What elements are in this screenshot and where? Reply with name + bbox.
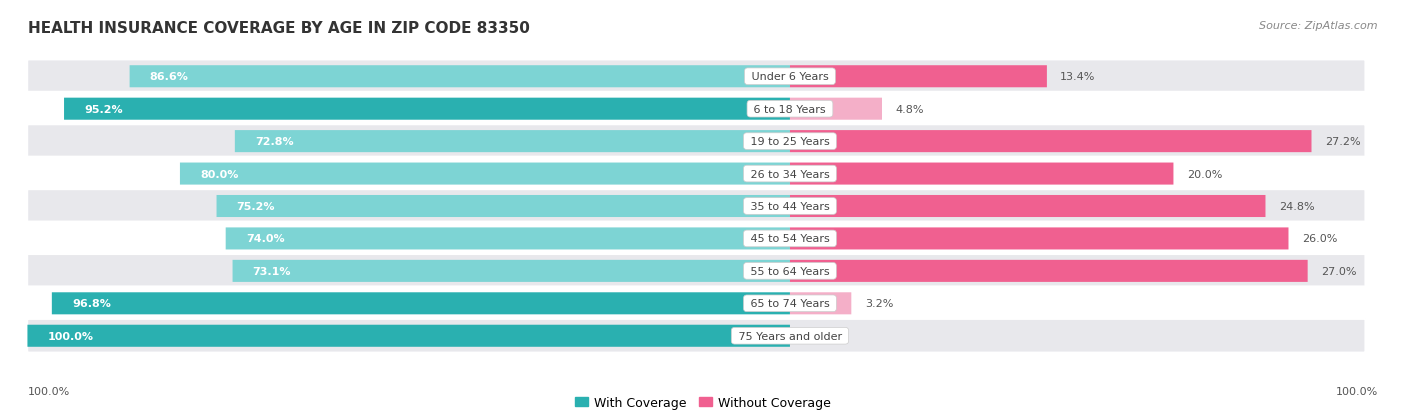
Text: Source: ZipAtlas.com: Source: ZipAtlas.com (1260, 21, 1378, 31)
Text: 96.8%: 96.8% (72, 299, 111, 309)
Text: 6 to 18 Years: 6 to 18 Years (751, 104, 830, 114)
Text: 26 to 34 Years: 26 to 34 Years (747, 169, 834, 179)
Text: 86.6%: 86.6% (149, 72, 188, 82)
Text: 24.8%: 24.8% (1279, 202, 1315, 211)
Legend: With Coverage, Without Coverage: With Coverage, Without Coverage (571, 391, 835, 413)
Text: 45 to 54 Years: 45 to 54 Years (747, 234, 834, 244)
FancyBboxPatch shape (27, 222, 1365, 256)
Text: 26.0%: 26.0% (1302, 234, 1337, 244)
Text: 0.0%: 0.0% (803, 331, 831, 341)
Text: 80.0%: 80.0% (200, 169, 239, 179)
FancyBboxPatch shape (27, 125, 1365, 159)
Text: HEALTH INSURANCE COVERAGE BY AGE IN ZIP CODE 83350: HEALTH INSURANCE COVERAGE BY AGE IN ZIP … (28, 21, 530, 36)
Text: 4.8%: 4.8% (896, 104, 924, 114)
FancyBboxPatch shape (790, 195, 1265, 218)
FancyBboxPatch shape (232, 260, 790, 282)
FancyBboxPatch shape (235, 131, 790, 153)
FancyBboxPatch shape (790, 292, 851, 315)
Text: 95.2%: 95.2% (84, 104, 122, 114)
Text: 27.0%: 27.0% (1322, 266, 1357, 276)
Text: 35 to 44 Years: 35 to 44 Years (747, 202, 834, 211)
Text: 65 to 74 Years: 65 to 74 Years (747, 299, 834, 309)
FancyBboxPatch shape (27, 319, 1365, 353)
FancyBboxPatch shape (226, 228, 790, 250)
FancyBboxPatch shape (27, 93, 1365, 126)
FancyBboxPatch shape (27, 60, 1365, 94)
Text: 19 to 25 Years: 19 to 25 Years (747, 137, 834, 147)
FancyBboxPatch shape (790, 228, 1288, 250)
FancyBboxPatch shape (52, 292, 790, 315)
FancyBboxPatch shape (27, 287, 1365, 320)
FancyBboxPatch shape (27, 190, 1365, 223)
Text: 27.2%: 27.2% (1324, 137, 1361, 147)
Text: 75 Years and older: 75 Years and older (735, 331, 845, 341)
FancyBboxPatch shape (790, 260, 1308, 282)
Text: Under 6 Years: Under 6 Years (748, 72, 832, 82)
FancyBboxPatch shape (180, 163, 790, 185)
FancyBboxPatch shape (28, 325, 790, 347)
Text: 75.2%: 75.2% (236, 202, 276, 211)
FancyBboxPatch shape (790, 66, 1047, 88)
FancyBboxPatch shape (790, 98, 882, 121)
FancyBboxPatch shape (129, 66, 790, 88)
Text: 100.0%: 100.0% (28, 387, 70, 396)
FancyBboxPatch shape (217, 195, 790, 218)
FancyBboxPatch shape (65, 98, 790, 121)
Text: 73.1%: 73.1% (253, 266, 291, 276)
Text: 74.0%: 74.0% (246, 234, 284, 244)
Text: 72.8%: 72.8% (254, 137, 294, 147)
FancyBboxPatch shape (790, 131, 1312, 153)
Text: 20.0%: 20.0% (1187, 169, 1222, 179)
Text: 13.4%: 13.4% (1060, 72, 1095, 82)
Text: 55 to 64 Years: 55 to 64 Years (747, 266, 832, 276)
FancyBboxPatch shape (27, 254, 1365, 288)
FancyBboxPatch shape (790, 163, 1174, 185)
Text: 3.2%: 3.2% (865, 299, 893, 309)
Text: 100.0%: 100.0% (48, 331, 94, 341)
Text: 100.0%: 100.0% (1336, 387, 1378, 396)
FancyBboxPatch shape (27, 157, 1365, 191)
